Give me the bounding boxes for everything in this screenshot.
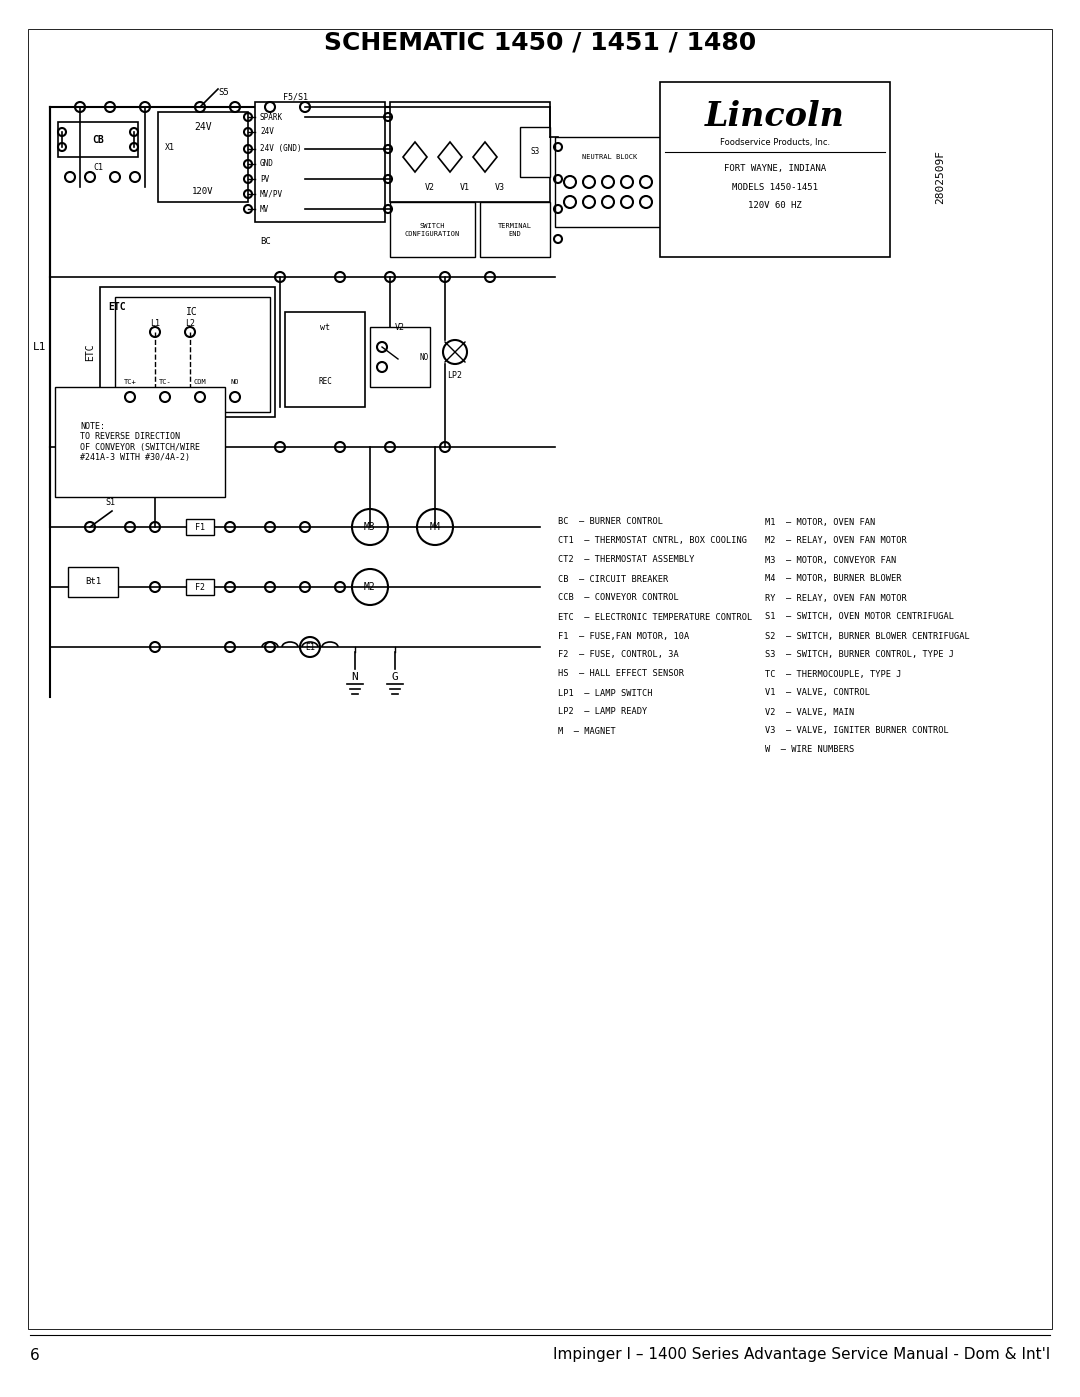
Bar <box>370 327 430 387</box>
Text: V2: V2 <box>395 323 405 331</box>
Text: SWITCH
CONFIGURATION: SWITCH CONFIGURATION <box>404 224 460 236</box>
Text: L2: L2 <box>185 320 195 328</box>
Text: CB  – CIRCUIT BREAKER: CB – CIRCUIT BREAKER <box>558 574 669 584</box>
Bar <box>186 578 214 595</box>
Text: BC: BC <box>260 237 271 246</box>
Text: L1: L1 <box>33 342 46 352</box>
Text: NEUTRAL BLOCK: NEUTRAL BLOCK <box>582 154 637 161</box>
Text: V2: V2 <box>426 183 435 191</box>
Text: L1: L1 <box>150 320 160 328</box>
Text: F1  – FUSE,FAN MOTOR, 10A: F1 – FUSE,FAN MOTOR, 10A <box>558 631 689 640</box>
Text: GND: GND <box>260 159 274 169</box>
Text: S3: S3 <box>530 148 540 156</box>
Text: V3  – VALVE, IGNITER BURNER CONTROL: V3 – VALVE, IGNITER BURNER CONTROL <box>765 726 948 735</box>
Text: SCHEMATIC 1450 / 1451 / 1480: SCHEMATIC 1450 / 1451 / 1480 <box>324 29 756 54</box>
Text: MV: MV <box>260 204 269 214</box>
Text: G: G <box>392 672 399 682</box>
Text: F5/S1: F5/S1 <box>283 92 308 102</box>
Text: LP2: LP2 <box>447 370 462 380</box>
Text: F2: F2 <box>195 583 205 591</box>
Text: BC  – BURNER CONTROL: BC – BURNER CONTROL <box>558 517 663 527</box>
Bar <box>390 102 550 203</box>
Text: V1  – VALVE, CONTROL: V1 – VALVE, CONTROL <box>765 689 870 697</box>
Text: ETC: ETC <box>85 344 95 360</box>
Text: CT2  – THERMOSTAT ASSEMBLY: CT2 – THERMOSTAT ASSEMBLY <box>558 556 694 564</box>
Text: CB: CB <box>92 136 104 145</box>
Text: HS  – HALL EFFECT SENSOR: HS – HALL EFFECT SENSOR <box>558 669 684 679</box>
Text: Bt1: Bt1 <box>85 577 102 587</box>
Text: ETC  – ELECTRONIC TEMPERATURE CONTROL: ETC – ELECTRONIC TEMPERATURE CONTROL <box>558 612 753 622</box>
Text: RY  – RELAY, OVEN FAN MOTOR: RY – RELAY, OVEN FAN MOTOR <box>765 594 907 602</box>
Bar <box>100 286 275 416</box>
Text: F1: F1 <box>195 522 205 531</box>
Text: C1: C1 <box>93 162 103 172</box>
Text: S5: S5 <box>218 88 229 96</box>
Text: NO: NO <box>231 379 240 386</box>
Text: M3: M3 <box>364 522 376 532</box>
Text: 24V: 24V <box>260 127 274 137</box>
Bar <box>114 298 270 412</box>
Text: SPARK: SPARK <box>260 113 283 122</box>
Text: M2  – RELAY, OVEN FAN MOTOR: M2 – RELAY, OVEN FAN MOTOR <box>765 536 907 545</box>
Text: M1  – MOTOR, OVEN FAN: M1 – MOTOR, OVEN FAN <box>765 517 875 527</box>
Text: M3  – MOTOR, CONVEYOR FAN: M3 – MOTOR, CONVEYOR FAN <box>765 556 896 564</box>
Text: 24V: 24V <box>194 122 212 131</box>
Text: 24V (GND): 24V (GND) <box>260 144 301 154</box>
Text: wt: wt <box>320 323 330 331</box>
Bar <box>68 567 118 597</box>
Text: CCB  – CONVEYOR CONTROL: CCB – CONVEYOR CONTROL <box>558 594 678 602</box>
Text: 120V: 120V <box>192 187 214 197</box>
Text: NO: NO <box>420 352 429 362</box>
Text: MODELS 1450-1451: MODELS 1450-1451 <box>732 183 818 191</box>
Text: ETC: ETC <box>108 302 125 312</box>
Text: F2  – FUSE, CONTROL, 3A: F2 – FUSE, CONTROL, 3A <box>558 651 678 659</box>
Bar <box>285 312 365 407</box>
Text: W  – WIRE NUMBERS: W – WIRE NUMBERS <box>765 746 854 754</box>
Text: M2: M2 <box>364 583 376 592</box>
Text: M4  – MOTOR, BURNER BLOWER: M4 – MOTOR, BURNER BLOWER <box>765 574 902 584</box>
Text: V3: V3 <box>495 183 505 191</box>
Bar <box>55 387 225 497</box>
Text: TERMINAL
END: TERMINAL END <box>498 224 532 236</box>
Text: 6: 6 <box>30 1348 40 1362</box>
Text: CT1  – THERMOSTAT CNTRL, BOX COOLING: CT1 – THERMOSTAT CNTRL, BOX COOLING <box>558 536 747 545</box>
Text: Foodservice Products, Inc.: Foodservice Products, Inc. <box>720 137 831 147</box>
Text: S2  – SWITCH, BURNER BLOWER CENTRIFUGAL: S2 – SWITCH, BURNER BLOWER CENTRIFUGAL <box>765 631 970 640</box>
Text: TC+: TC+ <box>123 379 136 386</box>
Text: V1: V1 <box>460 183 470 191</box>
Text: 2802509F: 2802509F <box>935 149 945 204</box>
Bar <box>660 82 890 257</box>
Text: M  – MAGNET: M – MAGNET <box>558 726 616 735</box>
Text: LP2  – LAMP READY: LP2 – LAMP READY <box>558 707 647 717</box>
Text: 120V 60 HZ: 120V 60 HZ <box>748 201 801 210</box>
Text: M4: M4 <box>429 522 441 532</box>
Text: IC: IC <box>186 307 198 317</box>
Text: V2  – VALVE, MAIN: V2 – VALVE, MAIN <box>765 707 854 717</box>
Text: COM: COM <box>193 379 206 386</box>
Text: TC  – THERMOCOUPLE, TYPE J: TC – THERMOCOUPLE, TYPE J <box>765 669 902 679</box>
Bar <box>519 127 550 177</box>
Text: S3  – SWITCH, BURNER CONTROL, TYPE J: S3 – SWITCH, BURNER CONTROL, TYPE J <box>765 651 954 659</box>
Text: S1  – SWITCH, OVEN MOTOR CENTRIFUGAL: S1 – SWITCH, OVEN MOTOR CENTRIFUGAL <box>765 612 954 622</box>
Text: Impinger I – 1400 Series Advantage Service Manual - Dom & Int'l: Impinger I – 1400 Series Advantage Servi… <box>553 1348 1050 1362</box>
Text: REC: REC <box>319 377 332 387</box>
Text: N: N <box>352 672 359 682</box>
Text: E1: E1 <box>305 643 315 651</box>
Bar <box>186 520 214 535</box>
Text: Lincoln: Lincoln <box>705 101 845 134</box>
Bar <box>390 203 475 257</box>
Text: S1: S1 <box>105 497 114 507</box>
Text: X1: X1 <box>165 142 175 151</box>
Text: FORT WAYNE, INDIANA: FORT WAYNE, INDIANA <box>724 165 826 173</box>
Text: TC-: TC- <box>159 379 172 386</box>
Bar <box>255 102 384 222</box>
Text: PV: PV <box>260 175 269 183</box>
Bar <box>555 137 665 226</box>
Text: LP1  – LAMP SWITCH: LP1 – LAMP SWITCH <box>558 689 652 697</box>
Bar <box>58 122 138 156</box>
Text: MV/PV: MV/PV <box>260 190 283 198</box>
Bar <box>480 203 550 257</box>
Bar <box>158 112 248 203</box>
Text: NOTE:
TO REVERSE DIRECTION
OF CONVEYOR (SWITCH/WIRE
#241A-3 WITH #30/4A-2): NOTE: TO REVERSE DIRECTION OF CONVEYOR (… <box>80 422 200 462</box>
